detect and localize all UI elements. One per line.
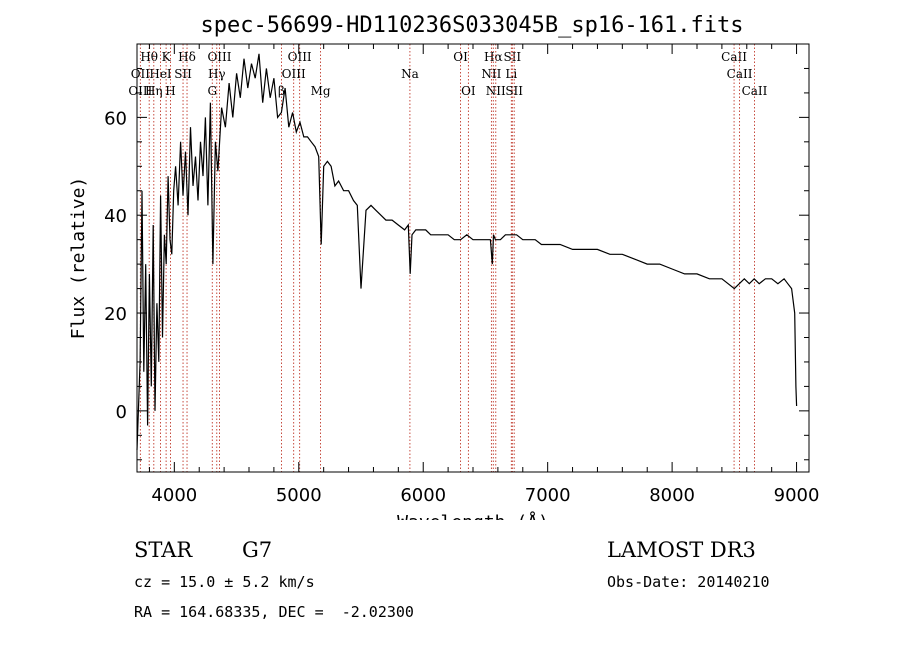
survey-name: LAMOST DR3 <box>607 538 756 562</box>
marker-label: Mg <box>311 84 331 98</box>
object-subclass: G7 <box>242 538 273 562</box>
spectrum-chart: spec-56699-HD110236S033045B_sp16-161.fit… <box>68 13 819 520</box>
marker-label: NII <box>481 67 501 81</box>
marker-label: Hγ <box>208 67 226 81</box>
marker-label: SII <box>503 50 521 64</box>
marker-label: Li <box>505 67 517 81</box>
marker-label: OIII <box>207 50 231 64</box>
x-tick-label: 7000 <box>525 485 571 506</box>
chart-title: spec-56699-HD110236S033045B_sp16-161.fit… <box>200 13 743 38</box>
axis-ticks: 4000 5000 6000 7000 8000 9000 0 20 40 60 <box>104 44 819 506</box>
y-tick-label: 40 <box>104 206 127 227</box>
marker-label: CaII <box>742 84 768 98</box>
spectrum-line <box>136 53 798 451</box>
marker-label: G <box>207 84 217 98</box>
marker-label: OI <box>461 84 476 98</box>
x-tick-label: 9000 <box>774 485 820 506</box>
x-tick-label: 4000 <box>151 485 197 506</box>
marker-label: H <box>165 84 175 98</box>
marker-label: OII <box>131 67 151 81</box>
y-tick-label: 0 <box>116 402 127 423</box>
x-tick-label: 5000 <box>276 485 322 506</box>
y-tick-label: 60 <box>104 108 127 129</box>
marker-label: OIII <box>288 50 312 64</box>
marker-label: CaII <box>727 67 753 81</box>
plot-frame <box>136 43 810 473</box>
marker-label: Hα <box>484 50 503 64</box>
marker-label: Hθ <box>140 50 158 64</box>
x-tick-label: 6000 <box>400 485 446 506</box>
marker-label: β <box>278 84 285 98</box>
x-tick-label: 8000 <box>649 485 695 506</box>
marker-label: OIII <box>128 84 152 98</box>
marker-label: OI <box>453 50 468 64</box>
marker-label: K <box>162 50 172 64</box>
marker-label: NII <box>486 84 506 98</box>
marker-label: Hη <box>145 84 163 98</box>
marker-label: Na <box>401 67 419 81</box>
marker-label: CaII <box>721 50 747 64</box>
object-class: STAR <box>134 538 193 562</box>
marker-label: HeI <box>149 67 172 81</box>
obs-date: Obs-Date: 20140210 <box>607 573 770 591</box>
y-tick-label: 20 <box>104 304 127 325</box>
x-axis-label: Wavelength (Å) <box>397 511 549 520</box>
marker-label: SII <box>174 67 192 81</box>
marker-label: OIII <box>282 67 306 81</box>
marker-label: Hδ <box>178 50 196 64</box>
marker-label: SII <box>505 84 523 98</box>
redshift-text: cz = 15.0 ± 5.2 km/s <box>134 573 315 591</box>
y-axis-label: Flux (relative) <box>68 177 89 340</box>
coordinates: RA = 164.68335, DEC = -2.02300 <box>134 603 414 621</box>
line-markers: Hθ OII OIII K HeI Hη Hδ SII H OIII Hγ G OIII OIII β Mg N… <box>128 44 768 472</box>
